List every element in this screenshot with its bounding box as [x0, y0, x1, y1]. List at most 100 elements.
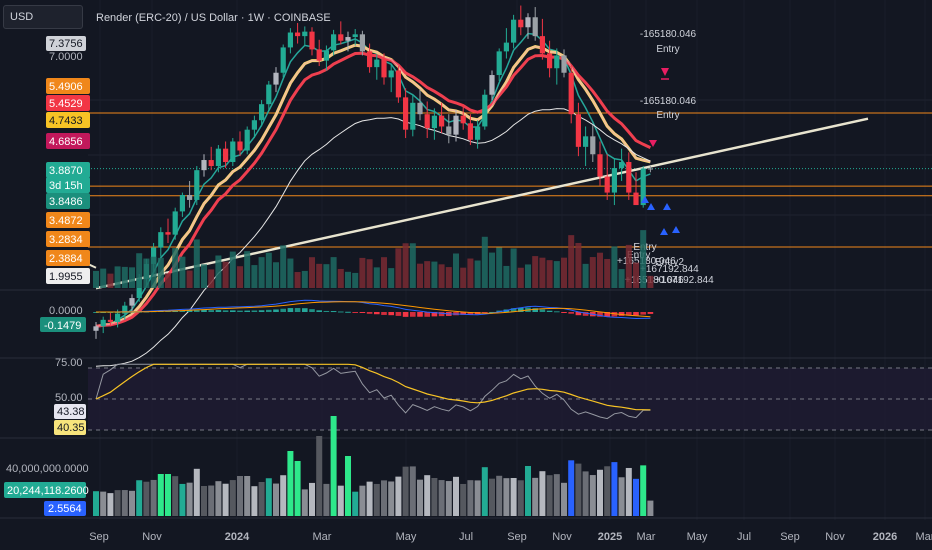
- volume-bar: [568, 460, 575, 516]
- candle: [395, 66, 401, 103]
- rsi-band: [88, 368, 932, 430]
- buy-arrow-icon: [660, 228, 668, 235]
- pane-volume-bar: [301, 270, 308, 288]
- macd-badge-text: -0.1479: [44, 320, 81, 332]
- candle-body: [194, 170, 200, 200]
- time-axis-label: Jul: [459, 531, 473, 543]
- price-badge: [46, 212, 90, 228]
- pane-volume-bar: [280, 245, 287, 288]
- candle: [403, 88, 409, 139]
- pane-volume-bar: [647, 275, 654, 288]
- volume-bar: [395, 476, 402, 516]
- candle: [309, 27, 315, 56]
- candle: [280, 44, 286, 78]
- pane-volume-bar: [424, 261, 431, 288]
- macd-histogram-bar: [381, 312, 387, 315]
- currency-selector-button[interactable]: USD: [3, 5, 83, 29]
- price-badge-text: 3.4872: [49, 215, 83, 227]
- pane-volume-bar: [640, 230, 647, 288]
- price-badge-text: 4.7433: [49, 115, 83, 127]
- candle-body: [583, 136, 589, 147]
- candle-body: [331, 34, 337, 51]
- macd-histogram-bar: [287, 308, 294, 312]
- buy-entry-value: +167192.844: [655, 275, 714, 286]
- price-badge-text: 1.9955: [49, 271, 83, 283]
- macd-histogram-bar: [510, 308, 517, 312]
- volume-pane[interactable]: [93, 416, 654, 516]
- time-axis[interactable]: Sep Nov 2024 Mar May Jul Sep Nov 2025 Mar May Jul Se…: [89, 531, 932, 543]
- pane-volume-bar: [589, 257, 596, 288]
- pane-volume-bar: [316, 263, 323, 288]
- pane-volume-bar: [532, 256, 539, 288]
- candle-body: [388, 70, 394, 78]
- volume-bar: [143, 481, 150, 516]
- pane-volume-bar: [496, 247, 503, 288]
- macd-histogram-bar: [222, 310, 229, 312]
- volume-bar: [337, 485, 344, 516]
- volume-bar: [301, 489, 308, 516]
- candle: [626, 152, 632, 200]
- time-axis-label: 2025: [598, 531, 622, 543]
- pane-volume-bar: [633, 262, 639, 288]
- candle: [367, 43, 373, 73]
- time-axis-label: Sep: [780, 531, 800, 543]
- candle-body: [539, 36, 545, 54]
- buy-arrow-icon: [641, 196, 649, 203]
- candle: [295, 23, 301, 44]
- ema-line: [95, 51, 652, 328]
- candle: [496, 48, 502, 81]
- volume-bar: [503, 478, 510, 516]
- candle-body: [367, 51, 373, 68]
- macd-histogram-bar: [244, 310, 250, 312]
- candle-body: [403, 97, 409, 130]
- candle-body: [165, 232, 171, 235]
- pane-volume-bar: [157, 257, 164, 288]
- sell-entry-label: Entry: [656, 110, 679, 121]
- volume-bar: [575, 463, 582, 516]
- candle-body: [640, 168, 646, 206]
- macd-histogram-bar: [237, 310, 243, 312]
- pane-volume-bar: [553, 261, 560, 288]
- time-axis-label: May: [396, 531, 417, 543]
- candle-body: [532, 17, 538, 37]
- candle: [273, 67, 279, 93]
- candle: [467, 114, 473, 146]
- pane-volume-bar: [172, 248, 179, 288]
- volume-bar: [510, 478, 517, 516]
- pane-volume-bar: [517, 267, 524, 288]
- volume-bar: [222, 483, 229, 516]
- candle: [251, 115, 257, 139]
- macd-histogram-bar: [460, 312, 466, 315]
- volume-bar: [597, 469, 603, 516]
- candle: [93, 321, 99, 339]
- pane-volume-bar: [237, 266, 243, 288]
- pane-volume-bar: [460, 267, 467, 288]
- candle-body: [496, 51, 502, 76]
- candle: [503, 28, 509, 59]
- pane-volume-bar: [330, 257, 337, 288]
- candle-body: [431, 115, 437, 129]
- macd-histogram-bar: [330, 311, 337, 313]
- pane-volume-bar: [244, 251, 251, 288]
- candle-body: [230, 141, 236, 163]
- candle-body: [273, 72, 279, 85]
- volume-bar: [525, 466, 531, 516]
- rsi-pane[interactable]: [88, 363, 932, 431]
- pane-volume-bar: [121, 266, 128, 288]
- price-badge: [46, 36, 86, 51]
- candle: [287, 28, 293, 54]
- pane-volume-bar: [381, 257, 387, 288]
- price-pane[interactable]: -165180.046Entry-165180.046EntryEntry+16…: [87, 5, 932, 367]
- macd-pane[interactable]: [93, 230, 654, 320]
- rsi-signal-badge: [54, 420, 86, 435]
- macd-histogram-bar: [532, 308, 538, 312]
- time-axis-label: Nov: [825, 531, 845, 543]
- volume-bar: [539, 471, 546, 516]
- volume-badge-text: 20,244,118.2600: [7, 485, 89, 497]
- candle-body: [259, 104, 265, 121]
- pane-volume-bar: [402, 243, 409, 288]
- macd-histogram-bar: [467, 312, 474, 315]
- price-badge-text: 4.6856: [49, 136, 83, 148]
